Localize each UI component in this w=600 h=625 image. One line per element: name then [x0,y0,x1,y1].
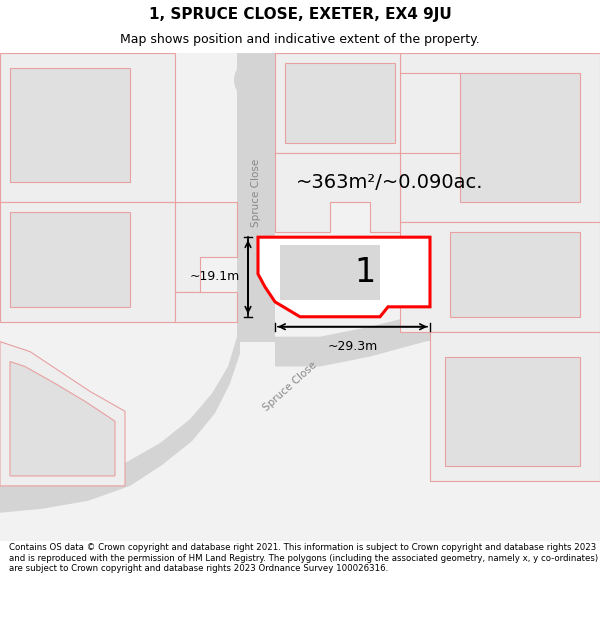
Bar [280,245,380,300]
Polygon shape [258,237,430,317]
Polygon shape [0,337,240,512]
Polygon shape [10,213,130,307]
Polygon shape [0,202,175,322]
Polygon shape [175,202,237,292]
Text: 1, SPRUCE CLOSE, EXETER, EX4 9JU: 1, SPRUCE CLOSE, EXETER, EX4 9JU [149,8,451,22]
Polygon shape [275,297,600,366]
Polygon shape [234,58,278,102]
Polygon shape [275,152,400,232]
Text: Spruce Close: Spruce Close [251,158,261,226]
Text: ~19.1m: ~19.1m [190,271,240,284]
Bar [237,53,275,342]
Polygon shape [275,53,400,152]
Polygon shape [237,337,275,342]
Text: Map shows position and indicative extent of the property.: Map shows position and indicative extent… [120,33,480,46]
Text: 1: 1 [355,256,376,289]
Polygon shape [0,342,125,486]
Polygon shape [10,68,130,182]
Polygon shape [175,292,237,322]
Polygon shape [460,73,580,202]
Polygon shape [445,357,580,466]
Text: ~29.3m: ~29.3m [328,339,377,352]
Text: ~363m²/~0.090ac.: ~363m²/~0.090ac. [296,173,484,192]
Text: Spruce Close: Spruce Close [261,360,319,413]
Polygon shape [10,361,115,476]
Polygon shape [285,63,395,142]
Polygon shape [400,53,600,222]
Polygon shape [430,332,600,481]
Polygon shape [400,73,460,152]
Polygon shape [450,232,580,317]
Polygon shape [400,222,600,332]
Text: Contains OS data © Crown copyright and database right 2021. This information is : Contains OS data © Crown copyright and d… [9,543,598,573]
Polygon shape [0,53,175,202]
